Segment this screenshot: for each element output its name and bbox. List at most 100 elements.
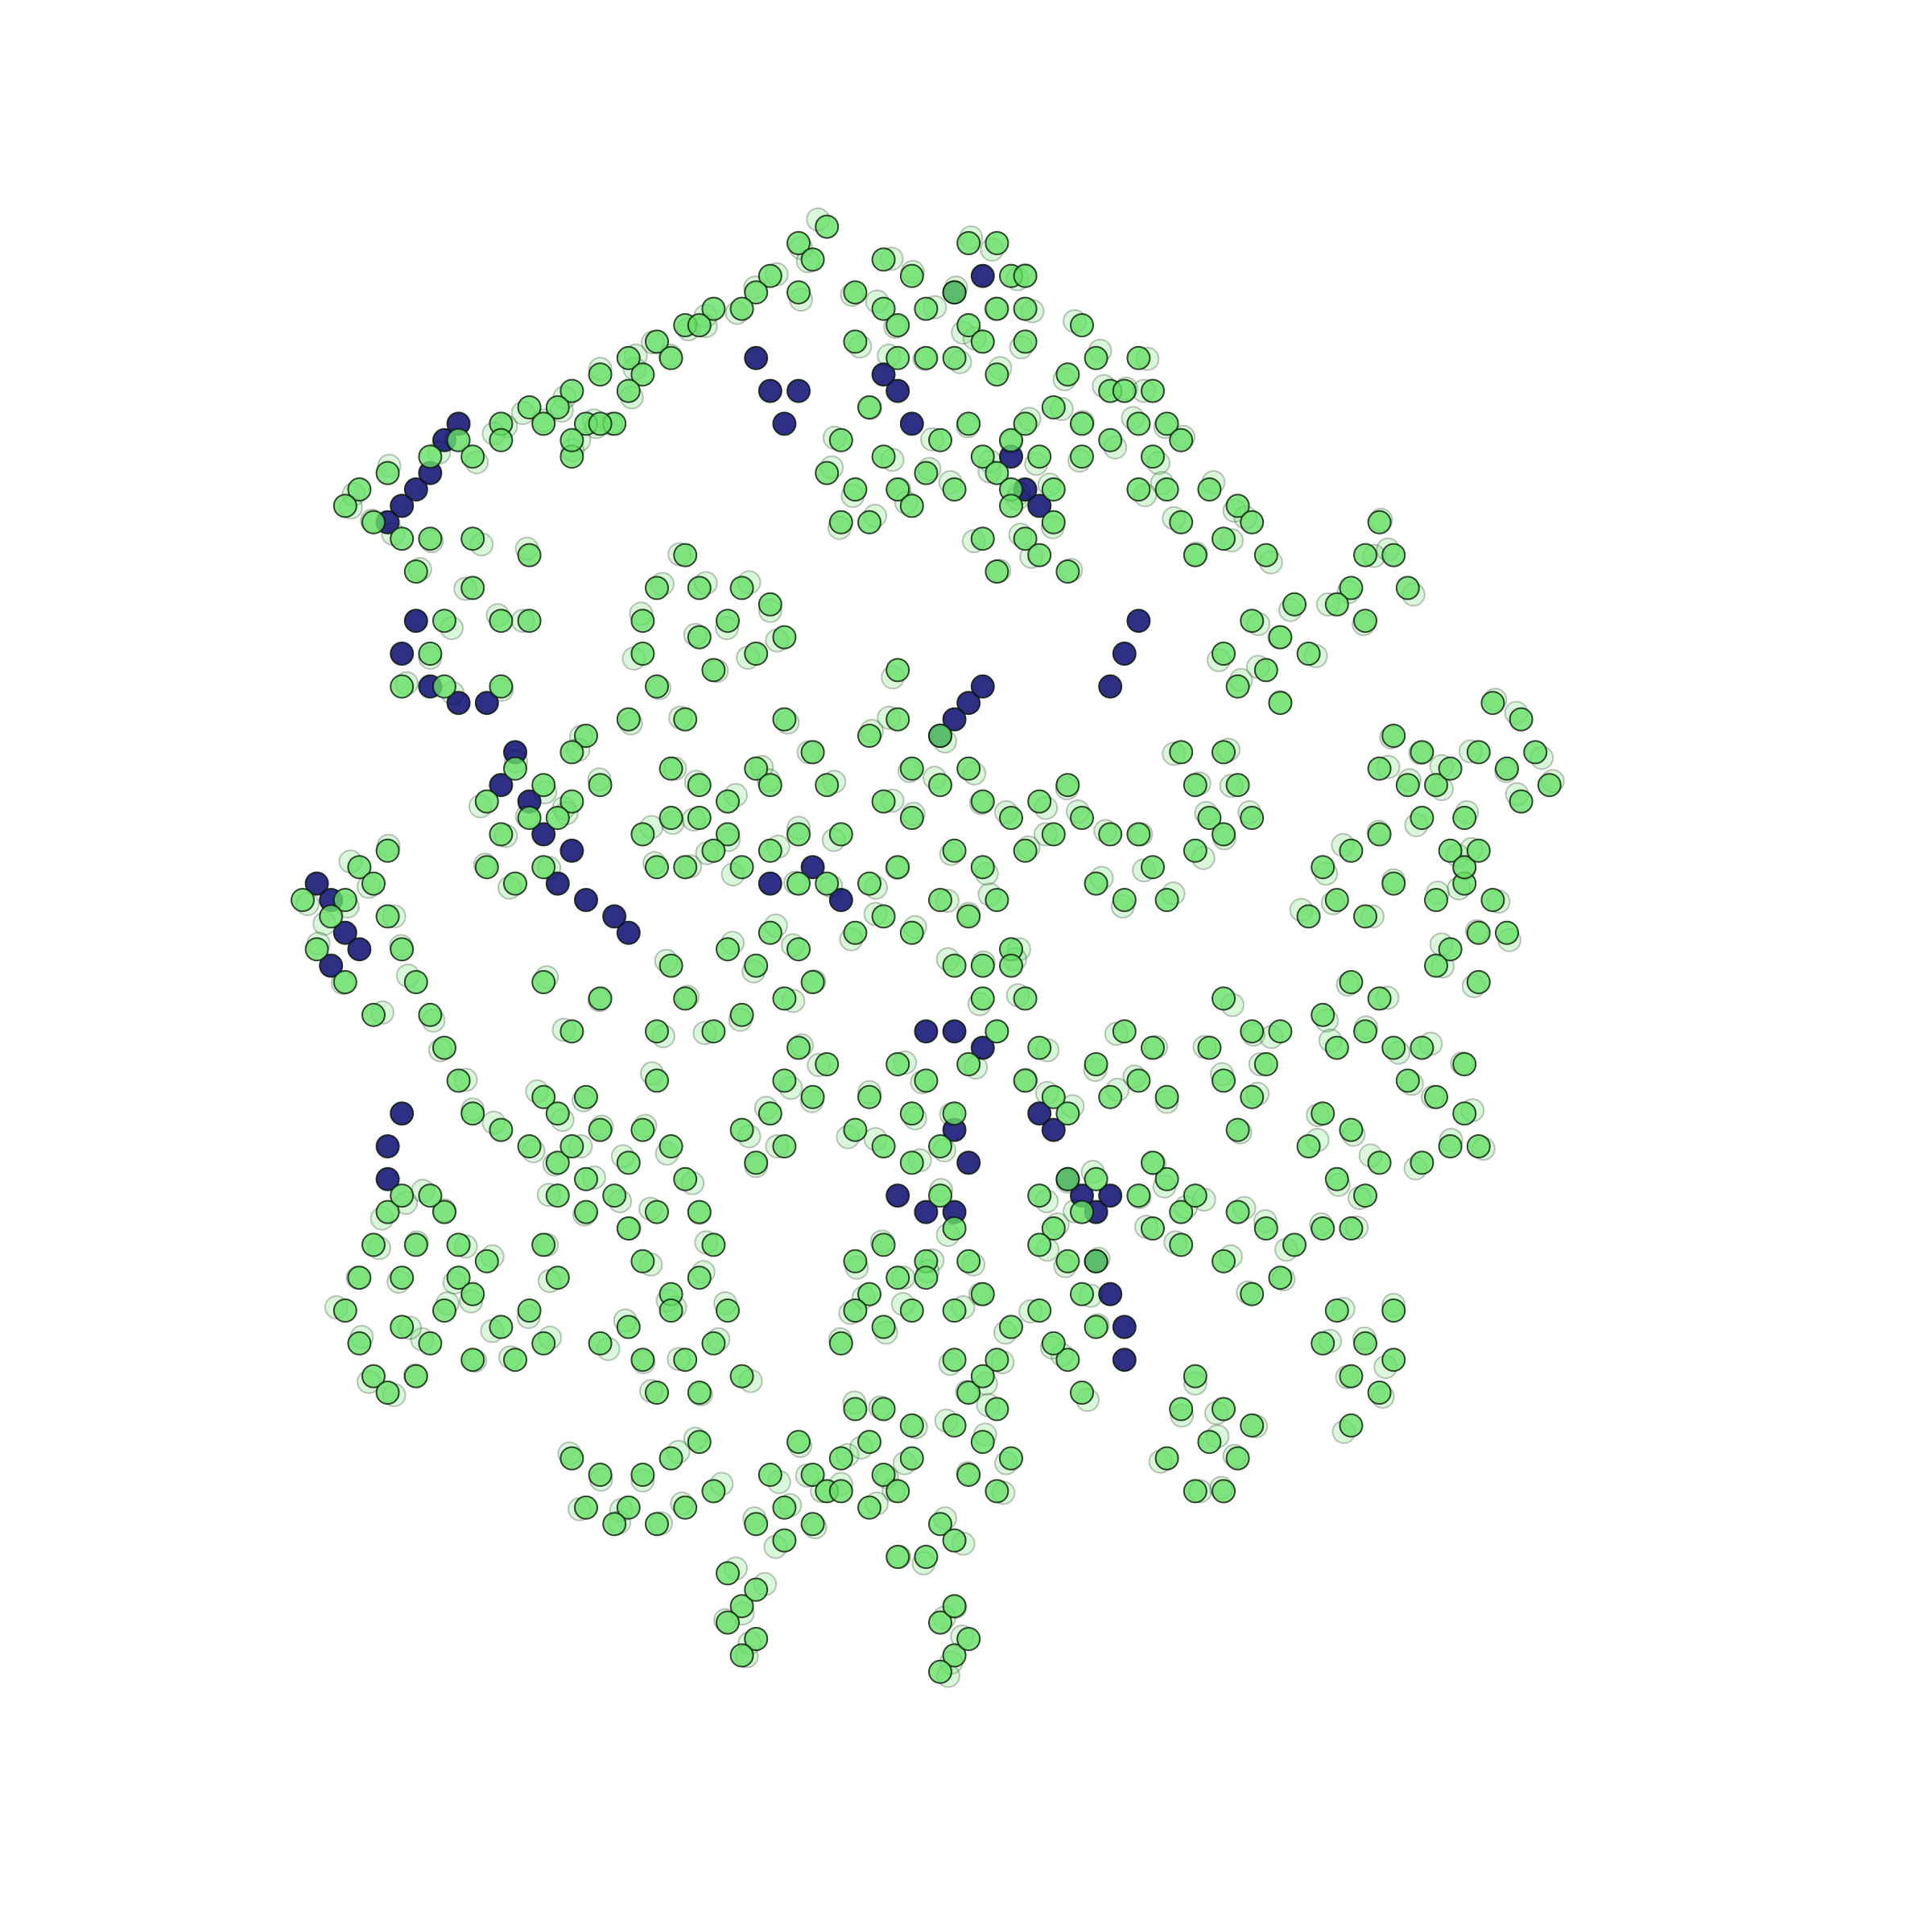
scatter-point-green	[716, 1298, 740, 1323]
scatter-point-green	[1126, 411, 1151, 436]
scatter-point-green	[1055, 559, 1080, 584]
scatter-point-green	[658, 1134, 683, 1158]
scatter-point-green	[673, 543, 698, 568]
scatter-point-green	[588, 362, 613, 387]
scatter-point-green	[1013, 526, 1038, 551]
scatter-point-green	[630, 1249, 655, 1274]
scatter-point-green	[985, 1479, 1009, 1504]
scatter-point-green	[1027, 543, 1052, 568]
scatter-point-green	[985, 231, 1009, 255]
scatter-point-green	[815, 871, 840, 896]
scatter-point-green	[1268, 1019, 1293, 1044]
scatter-point-green	[970, 953, 995, 978]
scatter-point-green	[645, 1512, 669, 1537]
scatter-point-green	[786, 937, 811, 962]
scatter-point-green	[687, 1381, 712, 1405]
scatter-point-green	[729, 1364, 754, 1389]
scatter-point-navy	[1098, 1183, 1123, 1208]
scatter-point-navy	[772, 411, 797, 436]
scatter-point-navy	[332, 920, 357, 945]
scatter-point-navy	[390, 1101, 415, 1126]
scatter-point-green	[1253, 1052, 1278, 1076]
scatter-point-green	[956, 1249, 981, 1274]
scatter-point-green	[928, 888, 952, 912]
scatter-point-green	[928, 724, 952, 748]
scatter-point-green	[673, 855, 698, 880]
scatter-point-green	[999, 493, 1023, 518]
scatter-point-green	[403, 1364, 428, 1389]
scatter-point-green	[1055, 362, 1080, 387]
scatter-point-green	[403, 970, 428, 994]
scatter-point-green	[1466, 920, 1491, 945]
scatter-point-green	[588, 1331, 613, 1356]
scatter-point-green	[970, 1430, 995, 1455]
scatter-point-green	[970, 1364, 995, 1389]
scatter-point-green	[390, 526, 415, 551]
scatter-point-green	[956, 1463, 981, 1487]
scatter-point-green	[899, 263, 924, 288]
scatter-point-green	[928, 1659, 952, 1684]
scatter-point-green	[886, 707, 910, 732]
scatter-point-green	[786, 822, 811, 847]
scatter-point-green	[531, 855, 556, 880]
scatter-point-green	[361, 871, 386, 896]
scatter-point-green	[1070, 1381, 1094, 1405]
scatter-point-green	[559, 1446, 584, 1471]
scatter-point-green	[928, 1512, 952, 1537]
scatter-point-green	[970, 444, 995, 469]
scatter-point-green	[375, 1199, 400, 1224]
scatter-point-green	[1169, 427, 1194, 452]
scatter-point-green	[942, 1101, 967, 1126]
scatter-point-green	[1013, 329, 1038, 354]
scatter-point-green	[1212, 740, 1236, 765]
scatter-point-green	[1070, 1282, 1094, 1307]
scatter-point-green	[645, 1019, 669, 1044]
scatter-point-green	[574, 1199, 598, 1224]
scatter-point-green	[744, 1512, 769, 1537]
scatter-point-navy	[1098, 674, 1123, 699]
scatter-point-navy	[1126, 609, 1151, 634]
scatter-point-green	[956, 1052, 981, 1076]
scatter-point-green	[1353, 1183, 1377, 1208]
scatter-point-green	[545, 395, 570, 419]
scatter-point-navy	[403, 609, 428, 634]
scatter-point-green	[886, 1545, 910, 1569]
scatter-point-green	[1126, 1183, 1151, 1208]
scatter-point-green	[1013, 263, 1038, 288]
scatter-point-green	[1424, 773, 1448, 798]
scatter-point-green	[1084, 871, 1108, 896]
scatter-point-navy	[446, 691, 471, 716]
scatter-point-green	[1225, 1446, 1250, 1471]
scatter-point-green	[1452, 855, 1477, 880]
scatter-point-green	[800, 1463, 825, 1487]
scatter-point-green	[999, 806, 1023, 830]
scatter-point-green	[588, 411, 613, 436]
scatter-point-navy	[403, 477, 428, 502]
scatter-point-green	[1253, 1216, 1278, 1241]
scatter-point-green	[928, 773, 952, 798]
scatter-point-green	[1027, 1183, 1052, 1208]
scatter-point-green	[1438, 838, 1463, 863]
scatter-point-green	[1268, 1265, 1293, 1290]
scatter-point-green	[1509, 789, 1534, 814]
scatter-point-navy	[828, 888, 853, 912]
scatter-point-green	[786, 1430, 811, 1455]
scatter-point-green	[886, 345, 910, 370]
scatter-point-green	[886, 1479, 910, 1504]
scatter-point-green	[1070, 313, 1094, 337]
scatter-point-navy	[942, 707, 967, 732]
scatter-point-green	[616, 1495, 641, 1520]
scatter-point-green	[1169, 1199, 1194, 1224]
scatter-point-green	[1311, 1216, 1335, 1241]
scatter-point-green	[1126, 822, 1151, 847]
scatter-point-green	[843, 1117, 868, 1142]
scatter-point-green	[1027, 789, 1052, 814]
scatter-point-green	[1027, 1232, 1052, 1257]
scatter-point-green	[1353, 904, 1377, 929]
scatter-point-green	[1154, 1446, 1179, 1471]
scatter-point-navy	[970, 1035, 995, 1060]
scatter-point-green	[985, 1397, 1009, 1422]
scatter-point-green	[843, 329, 868, 354]
scatter-point-green	[970, 329, 995, 354]
scatter-point-green	[347, 855, 372, 880]
